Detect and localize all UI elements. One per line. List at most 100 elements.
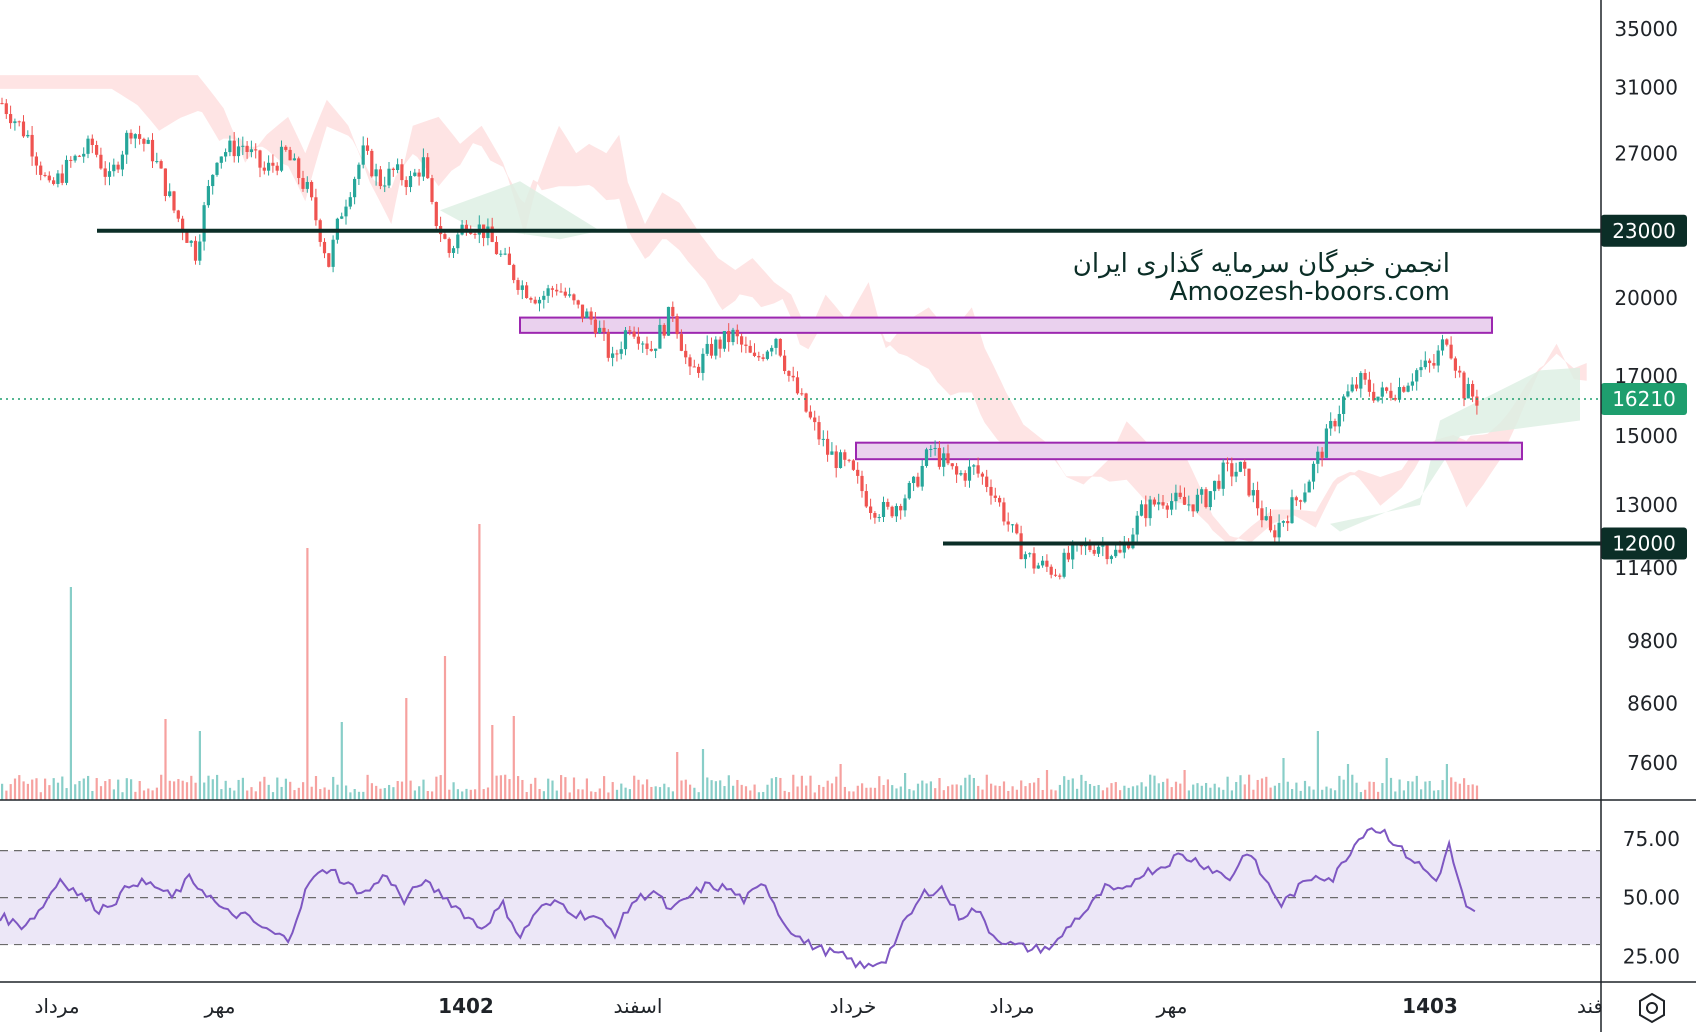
volume-bar [581,789,584,800]
volume-bar [147,788,150,800]
volume-bar [1192,784,1195,800]
candle [856,462,860,484]
volume-bar [112,789,115,800]
volume-bar [125,778,128,800]
volume-bar [194,782,197,800]
candle [787,370,791,382]
candle [232,132,236,163]
time-tick-label: 1403 [1402,994,1458,1018]
candle [697,363,701,378]
candle [155,152,159,164]
volume-bar [654,786,657,800]
volume-bar [852,791,855,800]
candle [1174,484,1178,510]
volume-bar [237,779,240,800]
candle [292,153,296,161]
candle [202,201,206,251]
volume-bar [710,780,713,800]
candle [894,503,898,523]
price-tick-label: 31000 [1614,75,1678,99]
candle [129,129,133,145]
volume-bar [560,775,563,800]
volume-bar [1329,788,1332,800]
volume-bar [826,780,829,800]
volume-bar [1381,783,1384,800]
volume-bar [671,791,674,800]
candle [1294,495,1298,507]
candle [1273,524,1277,543]
candle [383,176,387,193]
candle [641,341,645,353]
volume-bar [1256,779,1259,800]
volume-bar [108,779,111,800]
volume-bar [1205,782,1208,800]
candle [727,323,731,352]
volume-bar [934,788,937,800]
volume-bar [130,779,133,800]
level-label: 12000 [1612,531,1676,555]
candle [826,430,830,462]
volume-bar [856,785,859,800]
volume-bar [517,776,520,800]
volume-bar [1411,781,1414,800]
volume-bar [1174,781,1178,800]
candle [1471,380,1475,403]
volume-bar [177,779,180,800]
volume-bar [968,774,971,800]
candle [82,147,86,163]
volume-bar [585,778,588,800]
volume-bar [297,787,300,800]
volume-bar [1037,777,1040,800]
candle [185,230,189,243]
volume-bar [951,784,954,800]
volume-bar [723,786,726,800]
volume-bar [383,788,386,800]
volume-bar [198,731,201,800]
volume-bar [1303,780,1307,800]
candle [903,494,907,517]
volume-bar [1450,777,1453,800]
candle [1032,547,1036,574]
candle [224,148,228,162]
candle [396,158,400,174]
volume-bar [1127,787,1130,800]
candle [421,148,425,181]
candle [645,336,649,356]
candle [297,156,301,185]
candle [813,410,817,431]
candle [13,118,17,131]
volume-bar [142,790,146,800]
volume-bar [357,791,361,800]
volume-bar [1101,790,1104,800]
candle [1372,383,1376,403]
candle [830,442,834,455]
volume-bar [701,749,705,800]
volume-bar [69,587,72,800]
volume-bar [525,792,528,800]
candle [658,318,662,349]
candle [1432,354,1436,369]
volume-bar [65,788,68,800]
price-tick-label: 15000 [1614,424,1678,448]
volume-bar [1475,785,1479,800]
candle [1238,461,1242,473]
volume-bar [1213,783,1216,800]
volume-bar [719,780,722,800]
candle [1028,552,1032,558]
volume-bar [1454,781,1457,800]
candle [404,176,408,196]
volume-bar [1,783,4,800]
volume-bar [99,786,103,800]
volume-bar [379,788,382,800]
candle [1049,564,1053,579]
volume-bar [865,787,868,800]
volume-bar [972,778,975,800]
candle [843,449,847,467]
candle [1453,356,1457,379]
volume-bar [603,776,606,800]
volume-bar [1080,774,1083,800]
settings-icon[interactable] [1639,992,1665,1024]
candle [26,130,30,139]
cloud-area [0,75,1587,546]
